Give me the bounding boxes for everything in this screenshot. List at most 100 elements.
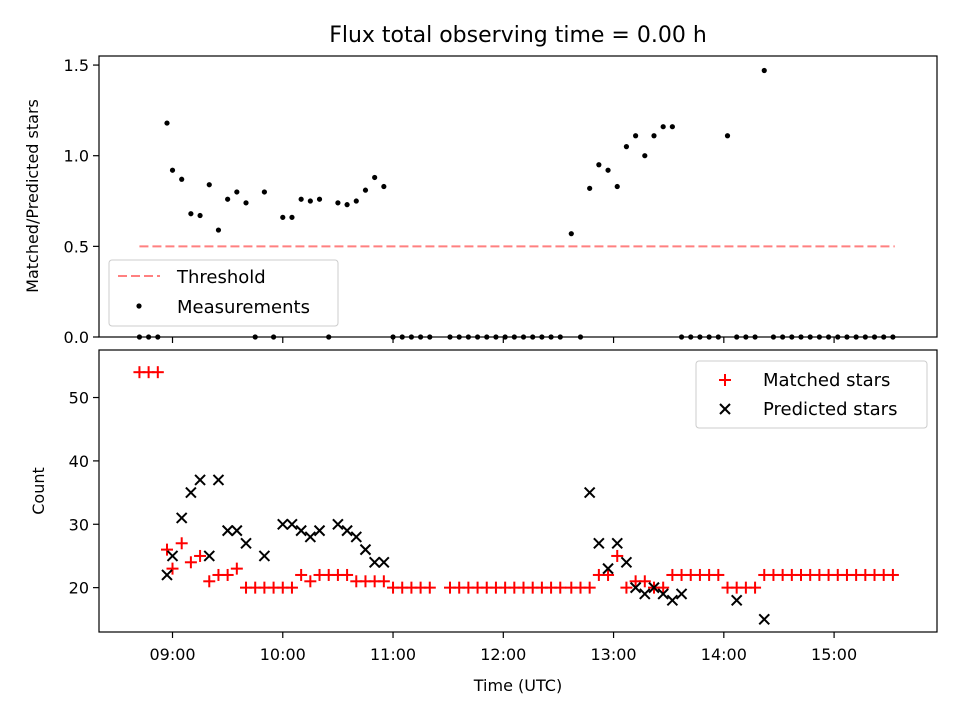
measurement-point <box>862 334 868 340</box>
matched-star-point <box>712 568 725 581</box>
measurement-point <box>335 200 341 206</box>
predicted-star-point <box>648 581 660 594</box>
predicted-star-point <box>657 588 669 600</box>
predicted-star-point <box>295 524 307 537</box>
bottom-x-tick-label: 13:00 <box>591 645 637 664</box>
measurement-point <box>881 334 887 340</box>
bottom-x-tick-label: 09:00 <box>149 645 195 664</box>
measurement-point <box>520 334 527 340</box>
predicted-star-point <box>611 537 623 549</box>
measurement-point <box>289 214 295 220</box>
predicted-star-point <box>341 524 353 537</box>
measurement-point <box>427 334 433 340</box>
measurement-point <box>484 334 490 340</box>
measurement-point <box>605 167 611 173</box>
predicted-star-point <box>161 569 173 581</box>
top-y-axis-label: Matched/Predicted stars <box>23 99 42 293</box>
measurement-point <box>155 334 161 340</box>
measurement-point <box>381 183 387 190</box>
legend-threshold-label: Threshold <box>176 267 266 288</box>
measurement-point <box>270 334 277 340</box>
measurement-point <box>390 334 396 340</box>
measurement-point <box>587 185 593 191</box>
predicted-star-point <box>221 524 234 537</box>
matched-star-point <box>638 575 651 588</box>
measurement-point <box>372 174 378 181</box>
measurement-point <box>298 196 304 202</box>
predicted-star-point <box>277 518 289 530</box>
measurement-point <box>418 334 424 340</box>
measurement-point <box>215 227 222 233</box>
legend-predicted-swatch <box>719 403 731 415</box>
predicted-star-point <box>620 556 633 568</box>
predicted-star-point <box>593 537 605 549</box>
top-y-tick-label: 1.5 <box>64 56 89 75</box>
matched-star-point <box>184 556 197 569</box>
measurement-point <box>456 334 462 340</box>
predicted-star-point <box>194 474 206 486</box>
predicted-star-point <box>368 556 381 568</box>
measurement-point <box>234 189 240 195</box>
measurement-point <box>280 214 286 220</box>
matched-star-point <box>151 366 164 379</box>
predicted-star-point <box>258 550 271 562</box>
matched-star-point <box>554 581 567 594</box>
top-y-axis: 0.0 0.5 1.0 1.5 <box>64 56 99 347</box>
measurement-point <box>225 196 231 202</box>
bottom-y-tick-label: 30 <box>69 515 89 534</box>
predicted-star-point <box>240 537 252 549</box>
bottom-y-axis: 20 30 40 50 <box>69 389 99 598</box>
top-y-tick-label: 1.0 <box>64 147 89 166</box>
matched-star-point <box>285 581 298 594</box>
matched-stars-series <box>133 366 899 594</box>
predicted-star-point <box>313 524 326 537</box>
measurement-point <box>243 200 249 206</box>
bottom-y-tick-label: 50 <box>69 389 89 408</box>
bottom-x-tick-label: 11:00 <box>370 645 416 664</box>
measurement-point <box>614 183 620 190</box>
measurement-point <box>353 198 359 204</box>
matched-star-point <box>304 575 317 588</box>
predicted-star-point <box>378 556 390 568</box>
bottom-x-tick-label: 12:00 <box>480 645 526 664</box>
predicted-star-point <box>166 550 179 562</box>
matched-star-point <box>341 568 354 581</box>
predicted-star-point <box>304 531 317 543</box>
matched-star-point <box>175 537 188 550</box>
measurement-point <box>197 212 203 219</box>
measurement-point <box>724 133 731 139</box>
measurement-point <box>642 153 648 159</box>
measurement-point <box>511 334 517 340</box>
measurement-point <box>539 334 545 340</box>
predicted-star-point <box>758 613 770 626</box>
bottom-x-tick-label: 14:00 <box>701 645 747 664</box>
matched-star-point <box>377 575 390 588</box>
bottom-panel: 20 30 40 50 09:00 10:00 11:00 12:00 13:00 14:00 1… <box>29 349 938 695</box>
predicted-star-point <box>583 486 596 499</box>
bottom-x-axis-label: Time (UTC) <box>473 676 562 695</box>
matched-star-point <box>657 581 670 594</box>
measurement-point <box>502 334 508 340</box>
measurement-point <box>136 334 143 340</box>
legend-matched-swatch <box>719 374 731 386</box>
matched-star-point <box>221 568 234 581</box>
bottom-y-tick-label: 20 <box>69 579 89 598</box>
bottom-y-tick-label: 40 <box>69 452 89 471</box>
matched-star-point <box>749 581 762 594</box>
measurement-point <box>493 334 499 340</box>
bottom-plot-frame <box>98 349 938 633</box>
measurements-series <box>136 67 896 340</box>
top-y-tick-label: 0.5 <box>64 237 89 256</box>
measurement-point <box>890 334 896 340</box>
measurement-point <box>697 334 703 340</box>
measurement-point <box>206 182 212 188</box>
bottom-x-tick-label: 10:00 <box>260 645 306 664</box>
predicted-star-point <box>730 594 743 607</box>
predicted-star-point <box>675 588 688 600</box>
top-y-tick-label: 0.0 <box>64 328 89 347</box>
measurement-point <box>164 120 170 126</box>
matched-star-point <box>166 562 179 575</box>
measurement-point <box>752 334 758 340</box>
measurement-point <box>568 231 574 237</box>
